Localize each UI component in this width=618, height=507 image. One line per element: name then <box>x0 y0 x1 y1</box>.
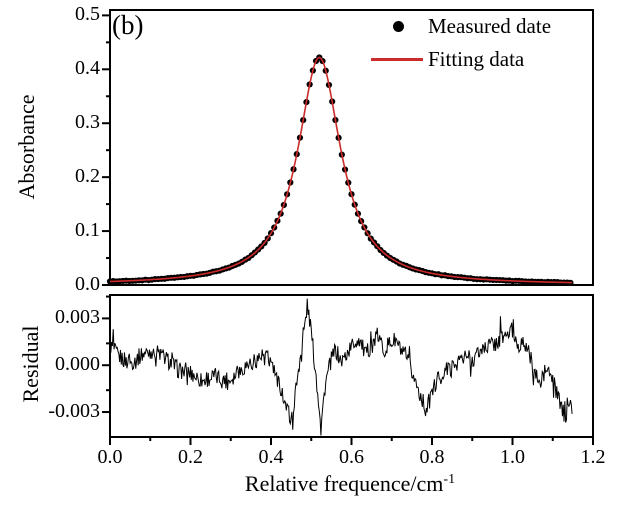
y-tick-label: 0.4 <box>75 57 100 80</box>
x-tick-label: 1.0 <box>500 446 525 468</box>
panel-border <box>109 9 594 286</box>
y-tick-label: 0.1 <box>75 219 100 242</box>
y-tick-label: -0.003 <box>48 400 100 423</box>
y-tick-label: 0.3 <box>75 111 100 134</box>
legend-label-measured: Measured date <box>428 14 552 38</box>
legend-measured-dot-icon <box>393 21 404 32</box>
y-tick-label: 0.5 <box>75 3 100 26</box>
y-tick-label: 0.000 <box>55 353 100 376</box>
y-tick-label: 0.0 <box>75 273 100 295</box>
y-tick-label: 0.003 <box>55 306 100 329</box>
x-tick-label: 0.6 <box>339 446 364 468</box>
x-tick-label: 1.2 <box>580 446 606 468</box>
residual-trace <box>109 298 573 436</box>
x-axis-title: Relative frequence/cm-1 <box>150 473 550 495</box>
legend-label-fitting: Fitting data <box>428 47 525 71</box>
x-axis-title-main: Relative frequence/cm <box>244 471 444 496</box>
y-tick-label: 0.2 <box>75 165 100 188</box>
x-tick-label: 0.0 <box>97 446 123 468</box>
x-axis-title-superscript: -1 <box>443 472 456 487</box>
x-tick-label: 0.8 <box>419 446 445 468</box>
panel-tag: (b) <box>112 10 144 40</box>
panel-border <box>109 294 594 438</box>
legend-fit-line-icon <box>371 58 423 61</box>
fit-line <box>109 56 573 284</box>
x-tick-label: 0.4 <box>258 446 284 468</box>
x-tick-label: 0.2 <box>178 446 203 468</box>
